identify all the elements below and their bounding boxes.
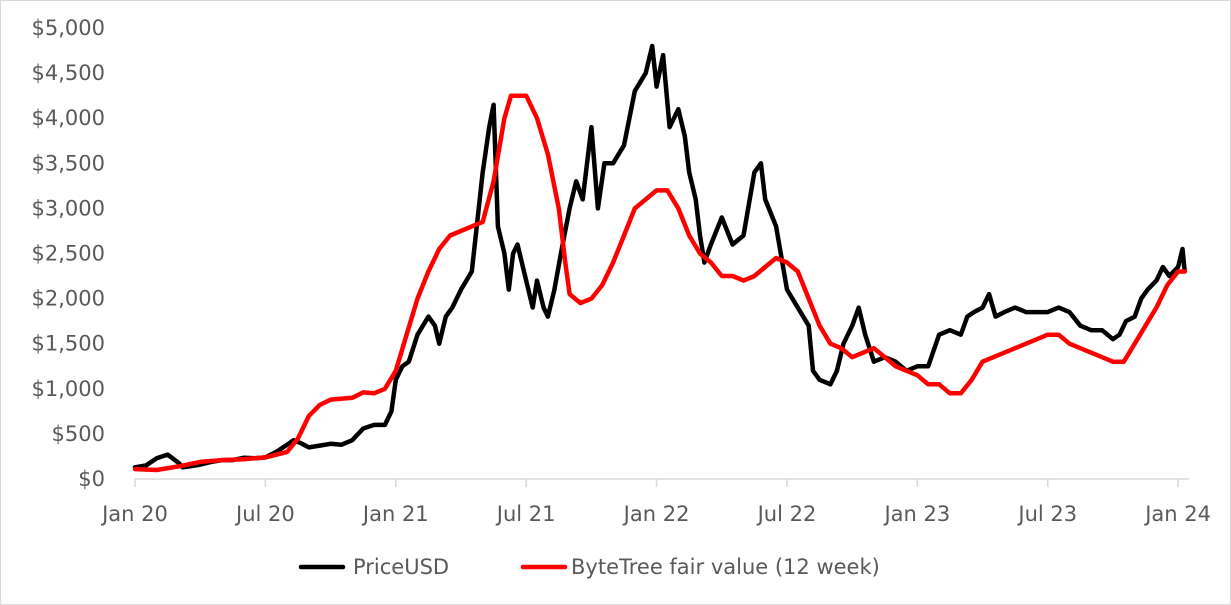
x-tick-label: Jul 20 — [234, 502, 295, 526]
series-line-price-usd — [132, 43, 1187, 470]
y-tick-label: $1,000 — [32, 377, 105, 401]
x-tick-label: Jul 21 — [495, 502, 556, 526]
x-tick-label: Jan 22 — [622, 502, 690, 526]
x-axis-ticks: Jan 20 Jul 20 Jan 21 Jul 21 Jan 22 Jul 22 Jan … — [100, 479, 1211, 526]
y-axis-ticks: $0 $500 $1,000 $1,500 $2,000 $2,500 $3,000 $3,5… — [32, 16, 105, 491]
y-tick-label: $5,000 — [32, 16, 105, 40]
y-tick-label: $2,000 — [32, 287, 105, 311]
y-tick-label: $0 — [78, 467, 105, 491]
y-tick-label: $3,000 — [32, 196, 105, 220]
y-tick-label: $500 — [52, 422, 105, 446]
x-tick-label: Jan 20 — [100, 502, 168, 526]
legend-label-fair-value: ByteTree fair value (12 week) — [571, 555, 880, 579]
y-tick-label: $2,500 — [32, 242, 105, 266]
series-line-fair-value — [132, 93, 1187, 473]
x-tick-label: Jul 23 — [1016, 502, 1077, 526]
series-group — [132, 43, 1187, 473]
x-tick-label: Jan 21 — [361, 502, 429, 526]
y-tick-label: $3,500 — [32, 151, 105, 175]
x-tick-label: Jul 22 — [756, 502, 817, 526]
y-tick-label: $4,000 — [32, 106, 105, 130]
legend-label-price-usd: PriceUSD — [353, 555, 449, 579]
x-tick-label: Jan 23 — [882, 502, 950, 526]
x-tick-label: Jan 24 — [1143, 502, 1211, 526]
y-tick-label: $4,500 — [32, 61, 105, 85]
y-tick-label: $1,500 — [32, 332, 105, 356]
legend: PriceUSD ByteTree fair value (12 week) — [298, 555, 880, 579]
